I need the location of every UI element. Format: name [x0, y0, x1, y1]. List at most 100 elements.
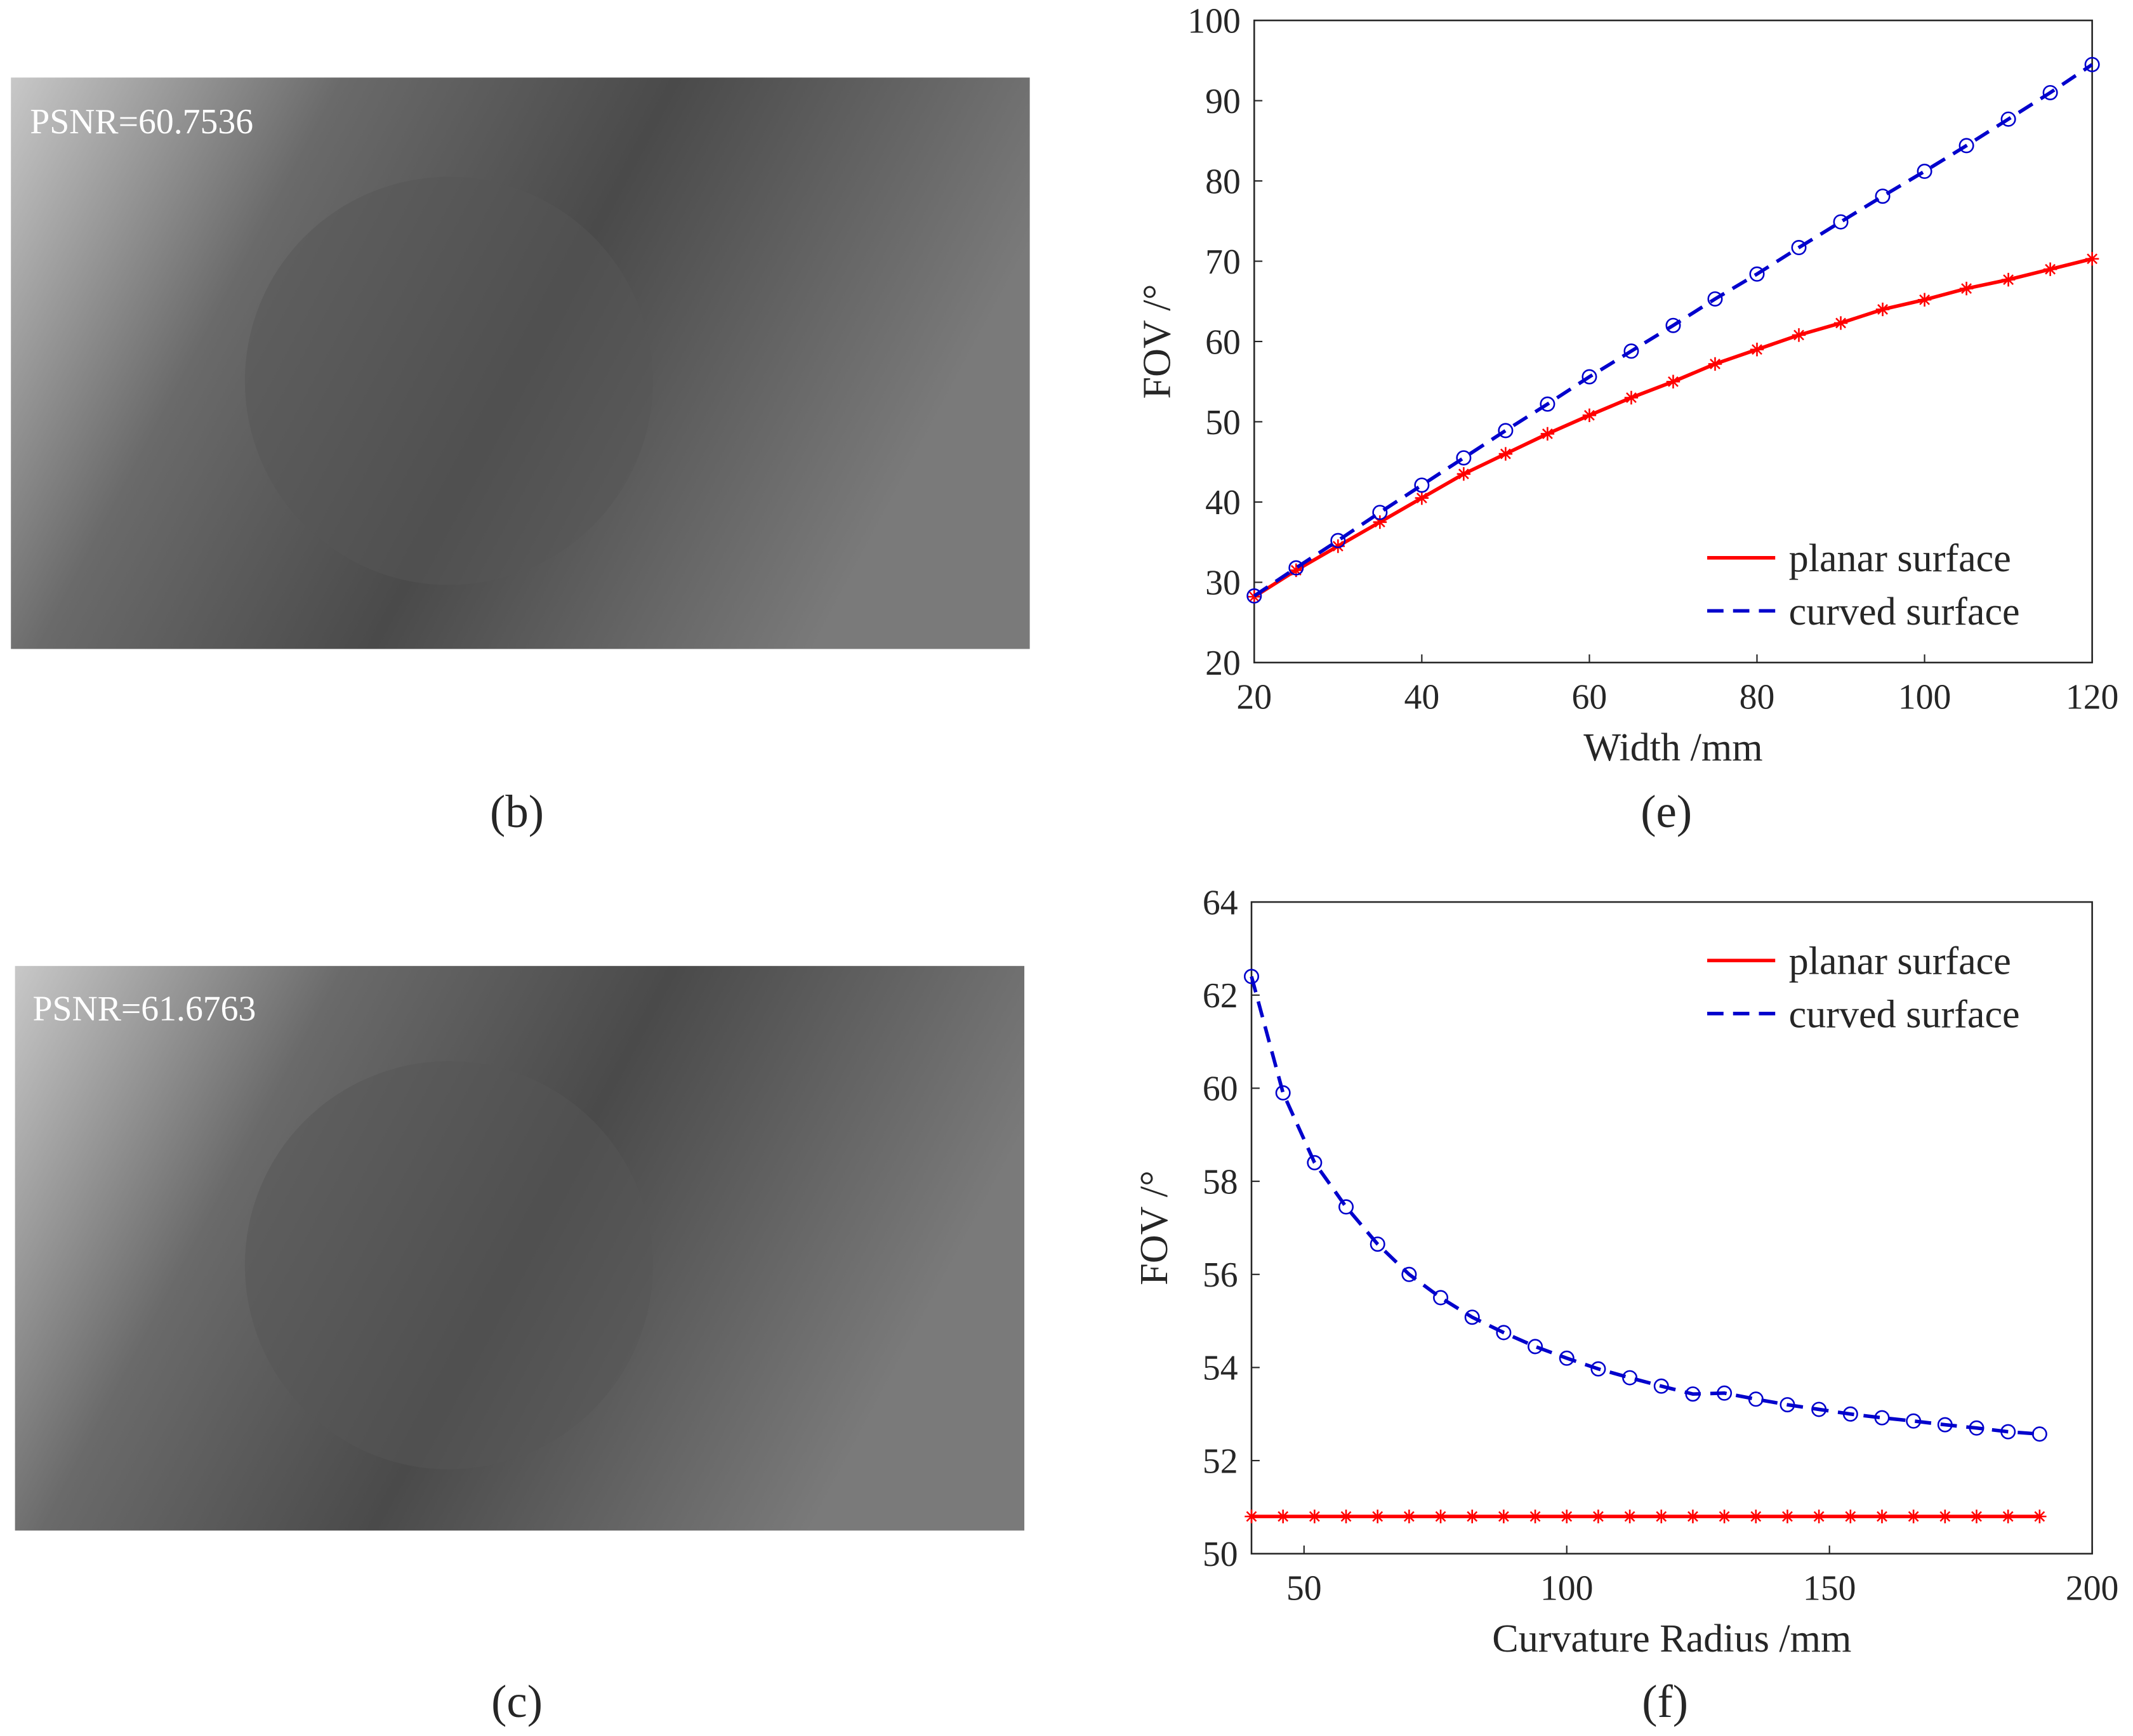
marker	[1791, 240, 1807, 256]
psnr-label: PSNR=60.7536	[30, 102, 253, 142]
marker	[1833, 214, 1849, 230]
marker	[1528, 1509, 1542, 1523]
marker	[1373, 515, 1387, 529]
marker	[1937, 1417, 1953, 1433]
marker	[1875, 1509, 1889, 1523]
x-tick-label: 100	[1540, 1569, 1594, 1608]
marker	[1917, 163, 1932, 179]
y-tick-label: 50	[1203, 1535, 1238, 1574]
marker	[1339, 1509, 1353, 1523]
marker	[1717, 1509, 1731, 1523]
marker	[1414, 477, 1430, 493]
x-tick-label: 200	[2066, 1569, 2119, 1608]
marker	[1528, 1339, 1543, 1355]
y-tick-label: 64	[1203, 883, 1238, 922]
panel-caption: (e)	[1641, 786, 1692, 837]
marker	[1707, 291, 1723, 307]
y-tick-label: 56	[1203, 1256, 1238, 1295]
x-axis-label: Curvature Radius /mm	[1492, 1617, 1851, 1660]
marker	[1969, 1509, 1984, 1523]
marker	[1582, 369, 1597, 385]
image-detail	[244, 176, 653, 585]
marker	[1582, 408, 1597, 423]
marker	[1560, 1509, 1574, 1523]
marker	[1875, 189, 1891, 204]
marker	[2084, 56, 2100, 72]
marker	[1748, 1391, 1764, 1407]
marker	[1666, 374, 1681, 388]
x-axis-label: Width /mm	[1583, 726, 1762, 769]
marker	[1498, 423, 1514, 439]
marker	[1496, 1325, 1512, 1341]
marker	[1917, 293, 1932, 307]
marker	[1559, 1350, 1575, 1366]
marker	[1276, 1509, 1290, 1523]
marker	[1653, 1378, 1669, 1394]
marker	[1906, 1413, 1922, 1429]
psnr-label: PSNR=61.6763	[33, 990, 256, 1029]
marker	[1874, 1410, 1890, 1426]
marker	[1307, 1509, 1322, 1523]
marker	[2033, 1509, 2047, 1523]
y-tick-label: 100	[1187, 1, 1241, 41]
marker	[1456, 467, 1471, 481]
marker	[1622, 1370, 1638, 1386]
x-tick-label: 60	[1572, 678, 1608, 717]
marker	[1330, 533, 1346, 548]
marker	[1434, 1509, 1448, 1523]
y-tick-label: 80	[1205, 162, 1241, 201]
marker	[1338, 1199, 1354, 1215]
marker	[1370, 1509, 1385, 1523]
marker	[1402, 1509, 1416, 1523]
x-tick-label: 40	[1404, 678, 1440, 717]
marker	[1844, 1509, 1858, 1523]
marker	[2001, 272, 2016, 287]
y-tick-label: 52	[1203, 1441, 1238, 1481]
marker	[1331, 539, 1345, 553]
marker	[1906, 1509, 1920, 1523]
y-axis-label: FOV /°	[1135, 284, 1179, 399]
marker	[2043, 262, 2057, 276]
x-tick-label: 150	[1803, 1569, 1856, 1608]
marker	[1624, 390, 1639, 405]
marker	[1749, 266, 1765, 282]
y-tick-label: 20	[1205, 644, 1241, 683]
marker	[1307, 1155, 1323, 1170]
y-tick-label: 40	[1205, 483, 1241, 522]
legend-label: planar surface	[1789, 537, 2011, 580]
marker	[2085, 252, 2099, 266]
series-line	[1250, 976, 2040, 1436]
marker	[1247, 590, 1262, 604]
image-panel: PSNR=61.6763 (c)	[15, 965, 1025, 1727]
marker	[1465, 1509, 1479, 1523]
marker	[2000, 111, 2016, 127]
marker	[1780, 1397, 1795, 1413]
marker	[1246, 588, 1262, 604]
image-detail	[244, 1061, 653, 1469]
marker	[1464, 1309, 1480, 1325]
marker	[1498, 447, 1513, 461]
plot-area	[1253, 19, 2093, 664]
plot-area	[1250, 901, 2093, 1555]
marker	[1245, 1509, 1258, 1523]
marker	[1496, 1509, 1511, 1523]
y-axis-label: FOV /°	[1133, 1170, 1176, 1285]
marker	[1708, 357, 1722, 371]
marker	[1433, 1290, 1449, 1306]
marker	[1938, 1509, 1952, 1523]
marker	[1875, 302, 1890, 317]
marker	[1415, 491, 1429, 505]
marker	[1401, 1266, 1417, 1282]
marker	[1456, 450, 1472, 466]
marker	[1842, 1406, 1858, 1422]
marker	[1623, 343, 1639, 359]
marker	[1780, 1509, 1795, 1523]
marker	[1288, 560, 1304, 576]
y-tick-label: 60	[1203, 1070, 1238, 1109]
marker	[1833, 316, 1848, 330]
marker	[1959, 281, 1974, 296]
marker	[1289, 563, 1304, 578]
marker	[1749, 1509, 1763, 1523]
marker	[1717, 1385, 1733, 1401]
